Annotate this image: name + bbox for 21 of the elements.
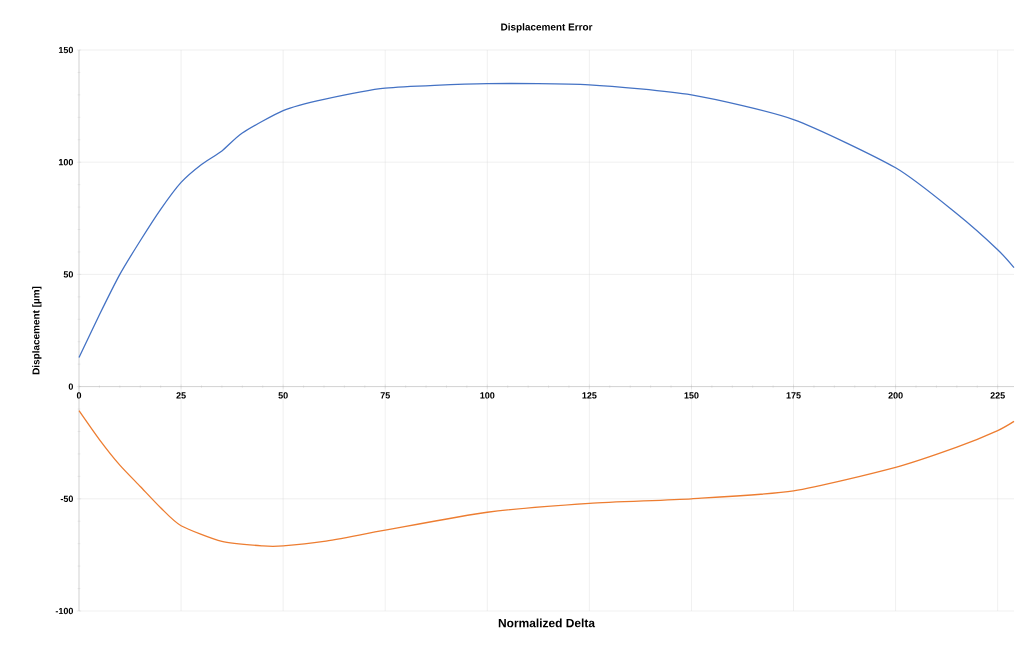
y-tick-label: -50 — [60, 495, 73, 502]
y-tick-label: 150 — [58, 46, 73, 54]
line-series — [78, 409, 1015, 547]
x-tick-label: 100 — [480, 392, 495, 399]
x-tick-label: 0 — [76, 392, 82, 399]
x-tick-label: 50 — [278, 392, 288, 399]
y-tick-label: 50 — [63, 271, 73, 278]
x-tick-label: 225 — [990, 392, 1005, 399]
line-series — [78, 82, 1015, 359]
x-tick-label: 25 — [176, 392, 186, 399]
x-tick-label: 75 — [380, 392, 390, 399]
x-tick-label: 125 — [582, 392, 597, 399]
y-tick-label: 0 — [68, 383, 73, 390]
x-tick-label: 175 — [786, 392, 801, 399]
chart-title: Displacement Error — [501, 23, 593, 33]
y-tick-label: -100 — [55, 607, 73, 615]
x-tick-label: 200 — [888, 392, 903, 399]
y-tick-label: 100 — [58, 159, 73, 166]
x-tick-label: 150 — [684, 392, 699, 399]
y-axis-title: Displacement [µm] — [32, 286, 42, 375]
x-axis-title: Normalized Delta — [498, 618, 596, 628]
